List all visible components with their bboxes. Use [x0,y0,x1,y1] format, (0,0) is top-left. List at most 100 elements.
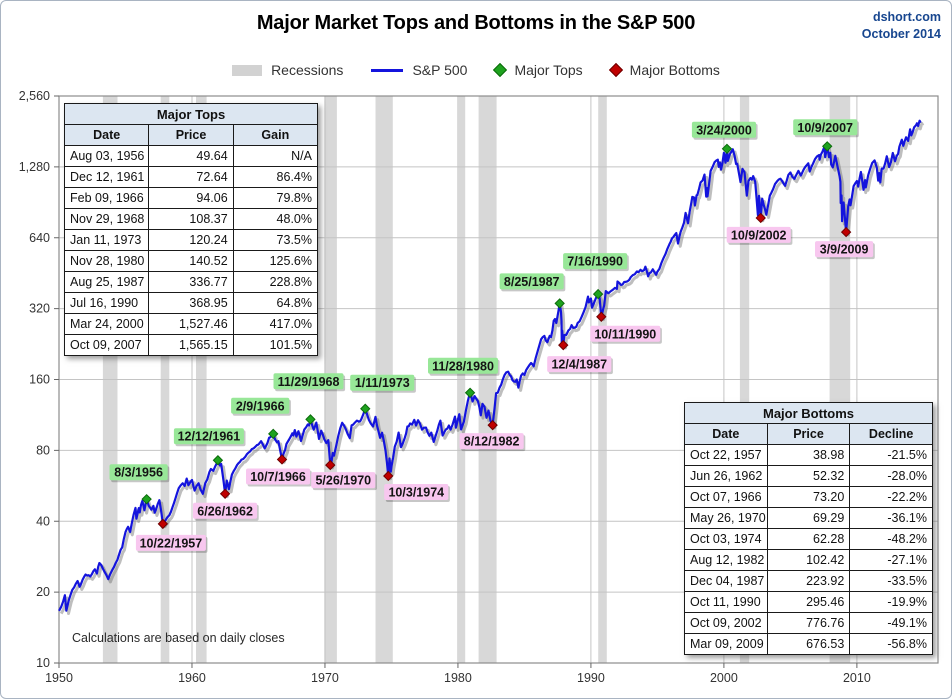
table-row: Nov 29, 1968 108.37 48.0% [63,208,319,230]
y-tick-label: 1,280 [19,160,50,174]
table-row: Jun 26, 1962 52.32 -28.0% [684,465,933,487]
table-header-row: Date Price Gain [63,124,319,146]
major-top-marker [554,298,565,309]
major-top-annotation: 8/3/1956 [114,466,163,480]
major-bottom-marker [558,339,569,351]
major-top-annotation-bg [428,357,498,374]
cell-value: -49.1% [849,612,933,634]
cell-value: 336.77 [148,271,234,293]
source-site: dshort.com [872,10,941,24]
major-top-annotation: 12/12/1961 [178,430,241,444]
cell-value: 64.8% [232,292,319,314]
cell-value: 295.46 [766,591,851,613]
cell-date: Oct 09, 2002 [684,612,768,634]
major-top-marker [464,387,476,398]
major-bottom-annotation-bg [246,468,311,485]
cell-value: -33.5% [849,570,933,592]
source-date: October 2014 [861,26,941,41]
cell-value: 140.52 [148,250,234,272]
chart-title: Major Market Tops and Bottoms in the S&P… [256,12,696,34]
cell-value: -27.1% [849,549,933,571]
major-top-annotation: 1/11/1973 [355,376,410,390]
cell-value: -36.1% [849,507,933,529]
major-top-annotation: 11/29/1968 [278,375,340,389]
cell-value: 49.64 [148,145,234,167]
cell-value: 676.53 [766,633,851,655]
cell-date: Aug 12, 1982 [684,549,768,571]
y-tick-label: 320 [29,302,50,316]
cell-value: 1,565.15 [148,334,234,356]
major-bottom-annotation: 10/3/1974 [388,486,444,500]
major-bottom-markers-group: 10/22/1957 6/26/1962 10/7/1966 5/26/1970 10/… [135,212,875,553]
major-bottom-annotation: 10/22/1957 [140,536,203,550]
cell-value: 73.20 [766,486,851,508]
major-top-marker [268,428,279,440]
cell-value: 102.42 [766,549,851,571]
table-row: Oct 11, 1990 295.46 -19.9% [684,591,933,613]
major-bottom-annotation-bg [726,226,791,243]
sp500-line-shadow [59,121,925,615]
major-bottom-annotation-bg [590,325,661,342]
major-bottom-marker [755,212,766,224]
major-top-annotation-bg [350,374,415,391]
major-top-marker [212,455,224,466]
cell-value: 776.76 [766,612,851,634]
cell-value: 69.29 [766,507,851,529]
table-row: Dec 12, 1961 72.64 86.4% [63,166,319,188]
major-bottom-annotation: 6/26/1962 [197,504,253,518]
major-top-markers-group: 8/3/1956 12/12/1961 2/9/1966 11/29/1968 1/11… [109,119,859,505]
table-row: Aug 25, 1987 336.77 228.8% [63,271,319,293]
major-top-marker [721,143,733,155]
major-top-annotation-bg [273,373,344,390]
major-bottom-annotation: 5/26/1970 [315,474,371,488]
major-bottom-annotation-bg [815,241,874,258]
cell-date: Oct 07, 1966 [684,486,768,508]
major-top-annotation: 2/9/1966 [236,399,285,413]
recession-swatch-icon [232,64,263,76]
y-tick-label: 20 [36,585,50,599]
y-tick-label: 160 [29,373,50,387]
table-row: Oct 22, 1957 38.98 -21.5% [684,444,933,466]
cell-value: -56.8% [849,633,933,655]
cell-date: Nov 29, 1968 [63,208,150,230]
major-bottom-annotation: 12/4/1987 [551,358,607,372]
legend-item-sp500: S&P 500 [371,62,467,78]
cell-date: Aug 25, 1987 [63,271,150,293]
y-tick-label: 10 [36,656,50,670]
major-top-annotation-bg [231,397,290,414]
table-row: Aug 03, 1956 49.64 N/A [63,145,319,167]
cell-value: N/A [232,145,319,167]
cell-value: 79.8% [232,187,319,209]
footnote: Calculations are based on daily closes [72,631,285,645]
green-diamond-icon [493,62,508,78]
table-title-row: Major Tops [64,103,318,125]
major-bottom-marker [276,454,288,465]
legend-item-major-bottoms: Major Bottoms [608,62,720,78]
cell-date: Jun 26, 1962 [684,465,768,487]
table-row: Jul 16, 1990 368.95 64.8% [63,292,319,314]
cell-value: -28.0% [849,465,933,487]
cell-value: 38.98 [766,444,851,466]
cell-value: 120.24 [148,229,234,251]
cell-value: 86.4% [232,166,319,188]
x-tick-label: 1950 [45,671,73,685]
major-bottom-annotation-bg [135,534,206,551]
table-title: Major Tops [64,103,318,125]
cell-value: 94.06 [148,187,234,209]
x-tick-label: 2000 [710,671,738,685]
column-header: Gain [232,124,319,146]
major-bottom-annotation: 8/12/1982 [464,435,520,449]
x-tick-label: 2010 [843,671,871,685]
table-row: May 26, 1970 69.29 -36.1% [684,507,933,529]
legend-label-major-bottoms: Major Bottoms [629,62,720,78]
y-tick-label: 40 [36,514,50,528]
table-row: Oct 03, 1974 62.28 -48.2% [684,528,933,550]
x-tick-label: 1980 [444,671,472,685]
table-row: Mar 24, 2000 1,527.46 417.0% [63,313,319,335]
table-row: Oct 09, 2002 776.76 -49.1% [684,612,933,634]
major-top-annotation-bg [563,253,628,270]
cell-value: 48.0% [232,208,319,230]
major-top-marker [141,493,152,505]
cell-date: May 26, 1970 [684,507,768,529]
